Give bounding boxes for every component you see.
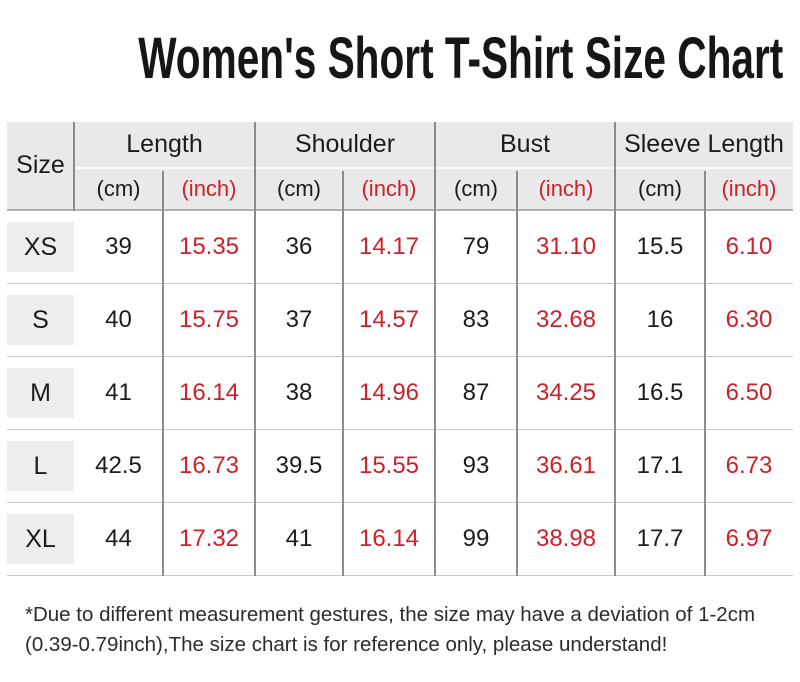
grid-line-bust-sleeve-divider (614, 122, 616, 576)
measurement-disclaimer-line2: (0.39-0.79inch),The size chart is for re… (25, 633, 668, 657)
table-row-l: L 42.5 16.73 39.5 15.55 93 36.61 17.1 6.… (7, 430, 793, 503)
unit-header-sleeve-cm: (cm) (638, 176, 682, 201)
size-label-xl: XL (7, 514, 74, 564)
grid-line-shoulder-bust-divider (434, 122, 436, 576)
column-group-length: Length (cm) (inch) (74, 122, 255, 209)
column-group-sleeve-length: Sleeve Length (cm) (inch) (615, 122, 793, 209)
grid-line-shoulder-unit-divider (342, 171, 344, 576)
cell-sleeve-inch: 6.30 (725, 306, 773, 333)
column-group-shoulder-units: (cm) (inch) (255, 169, 435, 209)
table-row-m: M 41 16.14 38 14.96 87 34.25 16.5 6.50 (7, 357, 793, 430)
table-row-xl: XL 44 17.32 41 16.14 99 38.98 17.7 6.97 (7, 503, 793, 576)
cell-shoulder-inch: 16.14 (358, 525, 420, 552)
unit-header-sleeve-inch: (inch) (721, 176, 777, 201)
cell-length-cm: 44 (105, 525, 132, 552)
cell-sleeve-cm: 17.1 (636, 452, 684, 479)
column-group-bust-label: Bust (435, 122, 615, 169)
column-group-bust-units: (cm) (inch) (435, 169, 615, 209)
column-group-sleeve-length-units: (cm) (inch) (615, 169, 793, 209)
table-header: Size Length (cm) (inch) Shoulder (cm) (i… (7, 122, 793, 211)
table-row-s: S 40 15.75 37 14.57 83 32.68 16 6.30 (7, 284, 793, 357)
cell-shoulder-cm: 41 (285, 525, 313, 552)
measurement-disclaimer: *Due to different measurement gestures, … (25, 600, 790, 661)
unit-header-length-cm: (cm) (96, 176, 141, 201)
grid-line-length-unit-divider (162, 171, 164, 576)
unit-header-shoulder-inch: (inch) (361, 176, 417, 201)
cell-shoulder-inch: 15.55 (358, 452, 420, 479)
size-chart-table: Size Length (cm) (inch) Shoulder (cm) (i… (7, 122, 793, 576)
cell-shoulder-cm: 36 (285, 233, 313, 260)
cell-sleeve-inch: 6.73 (725, 452, 773, 479)
cell-shoulder-inch: 14.96 (358, 379, 420, 406)
cell-length-cm: 41 (105, 379, 132, 406)
cell-bust-inch: 32.68 (535, 306, 597, 333)
cell-length-cm: 42.5 (95, 452, 142, 479)
size-label-s: S (7, 295, 74, 345)
unit-header-shoulder-cm: (cm) (277, 176, 321, 201)
grid-line-bust-unit-divider (516, 171, 518, 576)
size-label-xs: XS (7, 222, 74, 272)
cell-sleeve-inch: 6.97 (725, 525, 773, 552)
size-label-l: L (7, 441, 74, 491)
column-group-bust: Bust (cm) (inch) (435, 122, 615, 209)
cell-length-cm: 40 (105, 306, 132, 333)
cell-bust-inch: 34.25 (535, 379, 597, 406)
cell-shoulder-inch: 14.17 (358, 233, 420, 260)
unit-header-bust-inch: (inch) (538, 176, 594, 201)
cell-bust-inch: 31.10 (535, 233, 597, 260)
cell-sleeve-cm: 16 (646, 306, 674, 333)
page-title: Women's Short T-Shirt Size Chart (0, 30, 800, 88)
grid-line-length-shoulder-divider (254, 122, 256, 576)
measurement-disclaimer-line1: *Due to different measurement gestures, … (25, 603, 756, 626)
column-group-length-units: (cm) (inch) (74, 169, 255, 209)
size-label-cell: XS (7, 211, 74, 283)
cell-shoulder-cm: 39.5 (275, 452, 323, 479)
cell-length-inch: 15.35 (178, 233, 240, 260)
column-header-size: Size (16, 151, 65, 179)
size-label-cell: XL (7, 503, 74, 575)
column-group-sleeve-length-label: Sleeve Length (615, 122, 793, 169)
column-group-length-label: Length (74, 122, 255, 169)
cell-sleeve-cm: 17.7 (636, 525, 684, 552)
cell-shoulder-cm: 37 (285, 306, 313, 333)
cell-length-inch: 16.14 (178, 379, 240, 406)
table-row-xs: XS 39 15.35 36 14.17 79 31.10 15.5 6.10 (7, 211, 793, 284)
cell-bust-inch: 38.98 (535, 525, 597, 552)
cell-bust-cm: 79 (462, 233, 490, 260)
column-group-shoulder: Shoulder (cm) (inch) (255, 122, 435, 209)
size-label-cell: L (7, 430, 74, 502)
cell-sleeve-inch: 6.10 (725, 233, 773, 260)
cell-length-inch: 17.32 (178, 525, 240, 552)
page-title-text: Women's Short T-Shirt Size Chart (138, 26, 784, 91)
column-group-shoulder-label: Shoulder (255, 122, 435, 169)
cell-bust-inch: 36.61 (535, 452, 597, 479)
unit-header-bust-cm: (cm) (454, 176, 498, 201)
cell-shoulder-cm: 38 (285, 379, 313, 406)
unit-header-length-inch: (inch) (181, 176, 237, 201)
size-label-cell: M (7, 357, 74, 429)
cell-length-inch: 16.73 (178, 452, 240, 479)
cell-sleeve-cm: 16.5 (636, 379, 684, 406)
cell-length-inch: 15.75 (178, 306, 240, 333)
cell-bust-cm: 87 (462, 379, 490, 406)
size-label-m: M (7, 368, 74, 418)
cell-bust-cm: 83 (462, 306, 490, 333)
cell-shoulder-inch: 14.57 (358, 306, 420, 333)
size-label-cell: S (7, 284, 74, 356)
cell-bust-cm: 93 (462, 452, 490, 479)
cell-length-cm: 39 (105, 233, 132, 260)
cell-bust-cm: 99 (462, 525, 490, 552)
cell-sleeve-inch: 6.50 (725, 379, 773, 406)
grid-line-sleeve-unit-divider (704, 171, 706, 576)
grid-line-size-divider (73, 122, 75, 211)
cell-sleeve-cm: 15.5 (636, 233, 684, 260)
